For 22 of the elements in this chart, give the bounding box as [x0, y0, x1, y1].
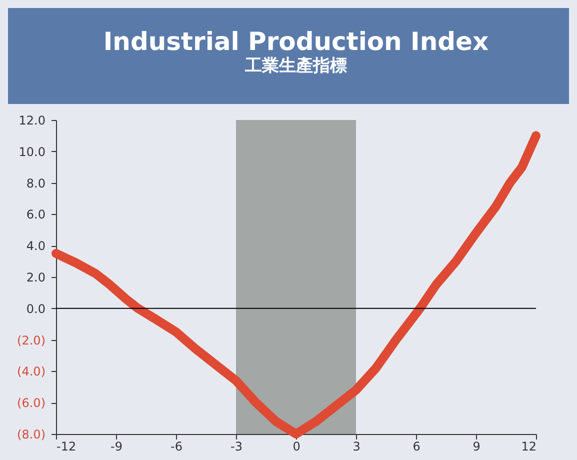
y-tick-label: 4.0	[26, 239, 46, 254]
x-tick-label: -12	[56, 440, 76, 454]
y-tick-label: (2.0)	[17, 333, 46, 348]
x-tick-label: 9	[472, 440, 480, 454]
y-tick-label: (6.0)	[17, 396, 46, 410]
y-tick-label: 2.0	[26, 270, 46, 284]
y-tick-label: 10.0	[18, 144, 46, 159]
chart-title: Industrial Production Index	[103, 27, 489, 56]
y-tick-label: 8.0	[26, 176, 46, 190]
x-tick-label: -6	[170, 440, 182, 454]
y-tick-label: (8.0)	[17, 428, 46, 442]
y-tick-label: 0.0	[26, 302, 46, 316]
x-tick-label: 6	[412, 440, 420, 454]
y-tick-label: 6.0	[26, 208, 46, 222]
x-tick-label: -3	[230, 440, 242, 454]
chart-subtitle: 工業生產指標	[244, 56, 347, 76]
x-tick-label: -9	[110, 440, 122, 454]
y-tick-label: 12.0	[18, 114, 46, 128]
x-tick-label: 12	[521, 440, 536, 454]
y-tick-label: (4.0)	[17, 364, 46, 379]
x-tick-label: 3	[352, 440, 360, 454]
x-tick-label: 0	[292, 440, 300, 454]
